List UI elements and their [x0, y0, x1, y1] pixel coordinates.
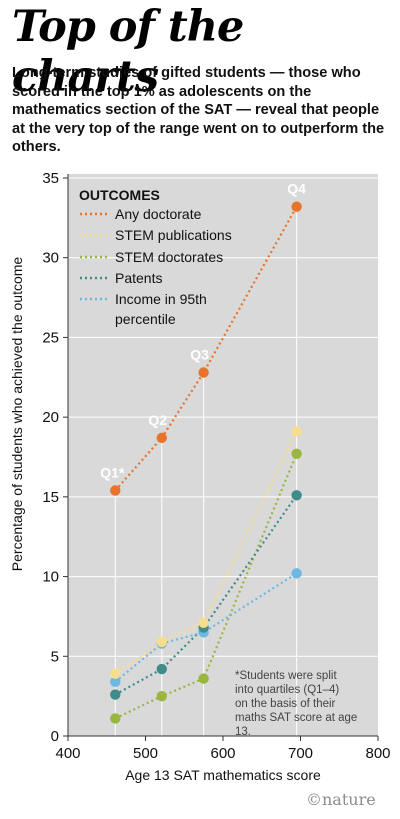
plot-area: [68, 174, 378, 736]
series-line-3: [114, 494, 298, 696]
series-line-2: [114, 453, 298, 720]
legend-title: OUTCOMES: [79, 187, 160, 203]
data-point-series-3: [291, 490, 302, 501]
data-point-series-2: [110, 713, 121, 724]
y-tick-label: 25: [42, 329, 59, 346]
data-point-series-2: [156, 690, 167, 702]
quartile-label: Q4: [287, 181, 306, 197]
y-tick-label: 5: [51, 648, 59, 665]
data-point-series-0: [291, 201, 302, 212]
quartile-footnote: *Students were split into quartiles (Q1–4…: [235, 670, 357, 738]
nature-credit: ©nature: [306, 790, 376, 809]
x-tick-label: 400: [55, 745, 80, 762]
legend-label-4: Income in 95th percentile: [115, 291, 207, 327]
x-tick-label: 800: [365, 745, 390, 762]
data-point-series-2: [291, 448, 302, 460]
data-point-series-1: [156, 636, 167, 648]
chart-title: Top of the charts: [12, 2, 244, 102]
data-point-series-3: [156, 663, 167, 675]
y-tick-label: 15: [42, 489, 59, 506]
data-point-series-4: [110, 676, 121, 687]
data-point-series-0: [110, 485, 121, 496]
x-tick-label: 500: [133, 745, 158, 762]
quartile-label: Q3: [190, 347, 209, 363]
data-point-series-2: [198, 673, 209, 684]
y-axis-label: Percentage of students who achieved the …: [9, 257, 25, 572]
x-tick-label: 700: [288, 745, 313, 762]
quartile-label: Q1*: [100, 464, 125, 480]
y-tick-label: 10: [42, 569, 59, 586]
legend-label-1: STEM publications: [115, 227, 232, 243]
data-point-series-1: [291, 426, 302, 437]
data-point-series-1: [198, 617, 209, 629]
series-line-4: [114, 572, 298, 683]
data-point-series-0: [156, 432, 167, 444]
data-point-series-4: [291, 568, 302, 579]
y-tick-label: 0: [51, 728, 59, 745]
legend-label-3: Patents: [115, 270, 162, 286]
data-point-series-0: [198, 367, 209, 378]
y-tick-label: 20: [42, 409, 59, 426]
legend-label-2: STEM doctorates: [115, 249, 223, 265]
data-point-series-3: [110, 689, 121, 700]
quartile-label: Q2: [148, 412, 167, 428]
legend-label-0: Any doctorate: [115, 206, 202, 222]
x-tick-label: 600: [210, 745, 235, 762]
y-tick-label: 30: [42, 250, 59, 267]
data-point-series-1: [110, 668, 121, 680]
x-axis-label: Age 13 SAT mathematics score: [125, 767, 321, 783]
y-tick-label: 35: [42, 170, 59, 187]
series-line-0: [114, 206, 298, 492]
chart-subtitle: Long-term studies of gifted students — t…: [12, 65, 385, 156]
